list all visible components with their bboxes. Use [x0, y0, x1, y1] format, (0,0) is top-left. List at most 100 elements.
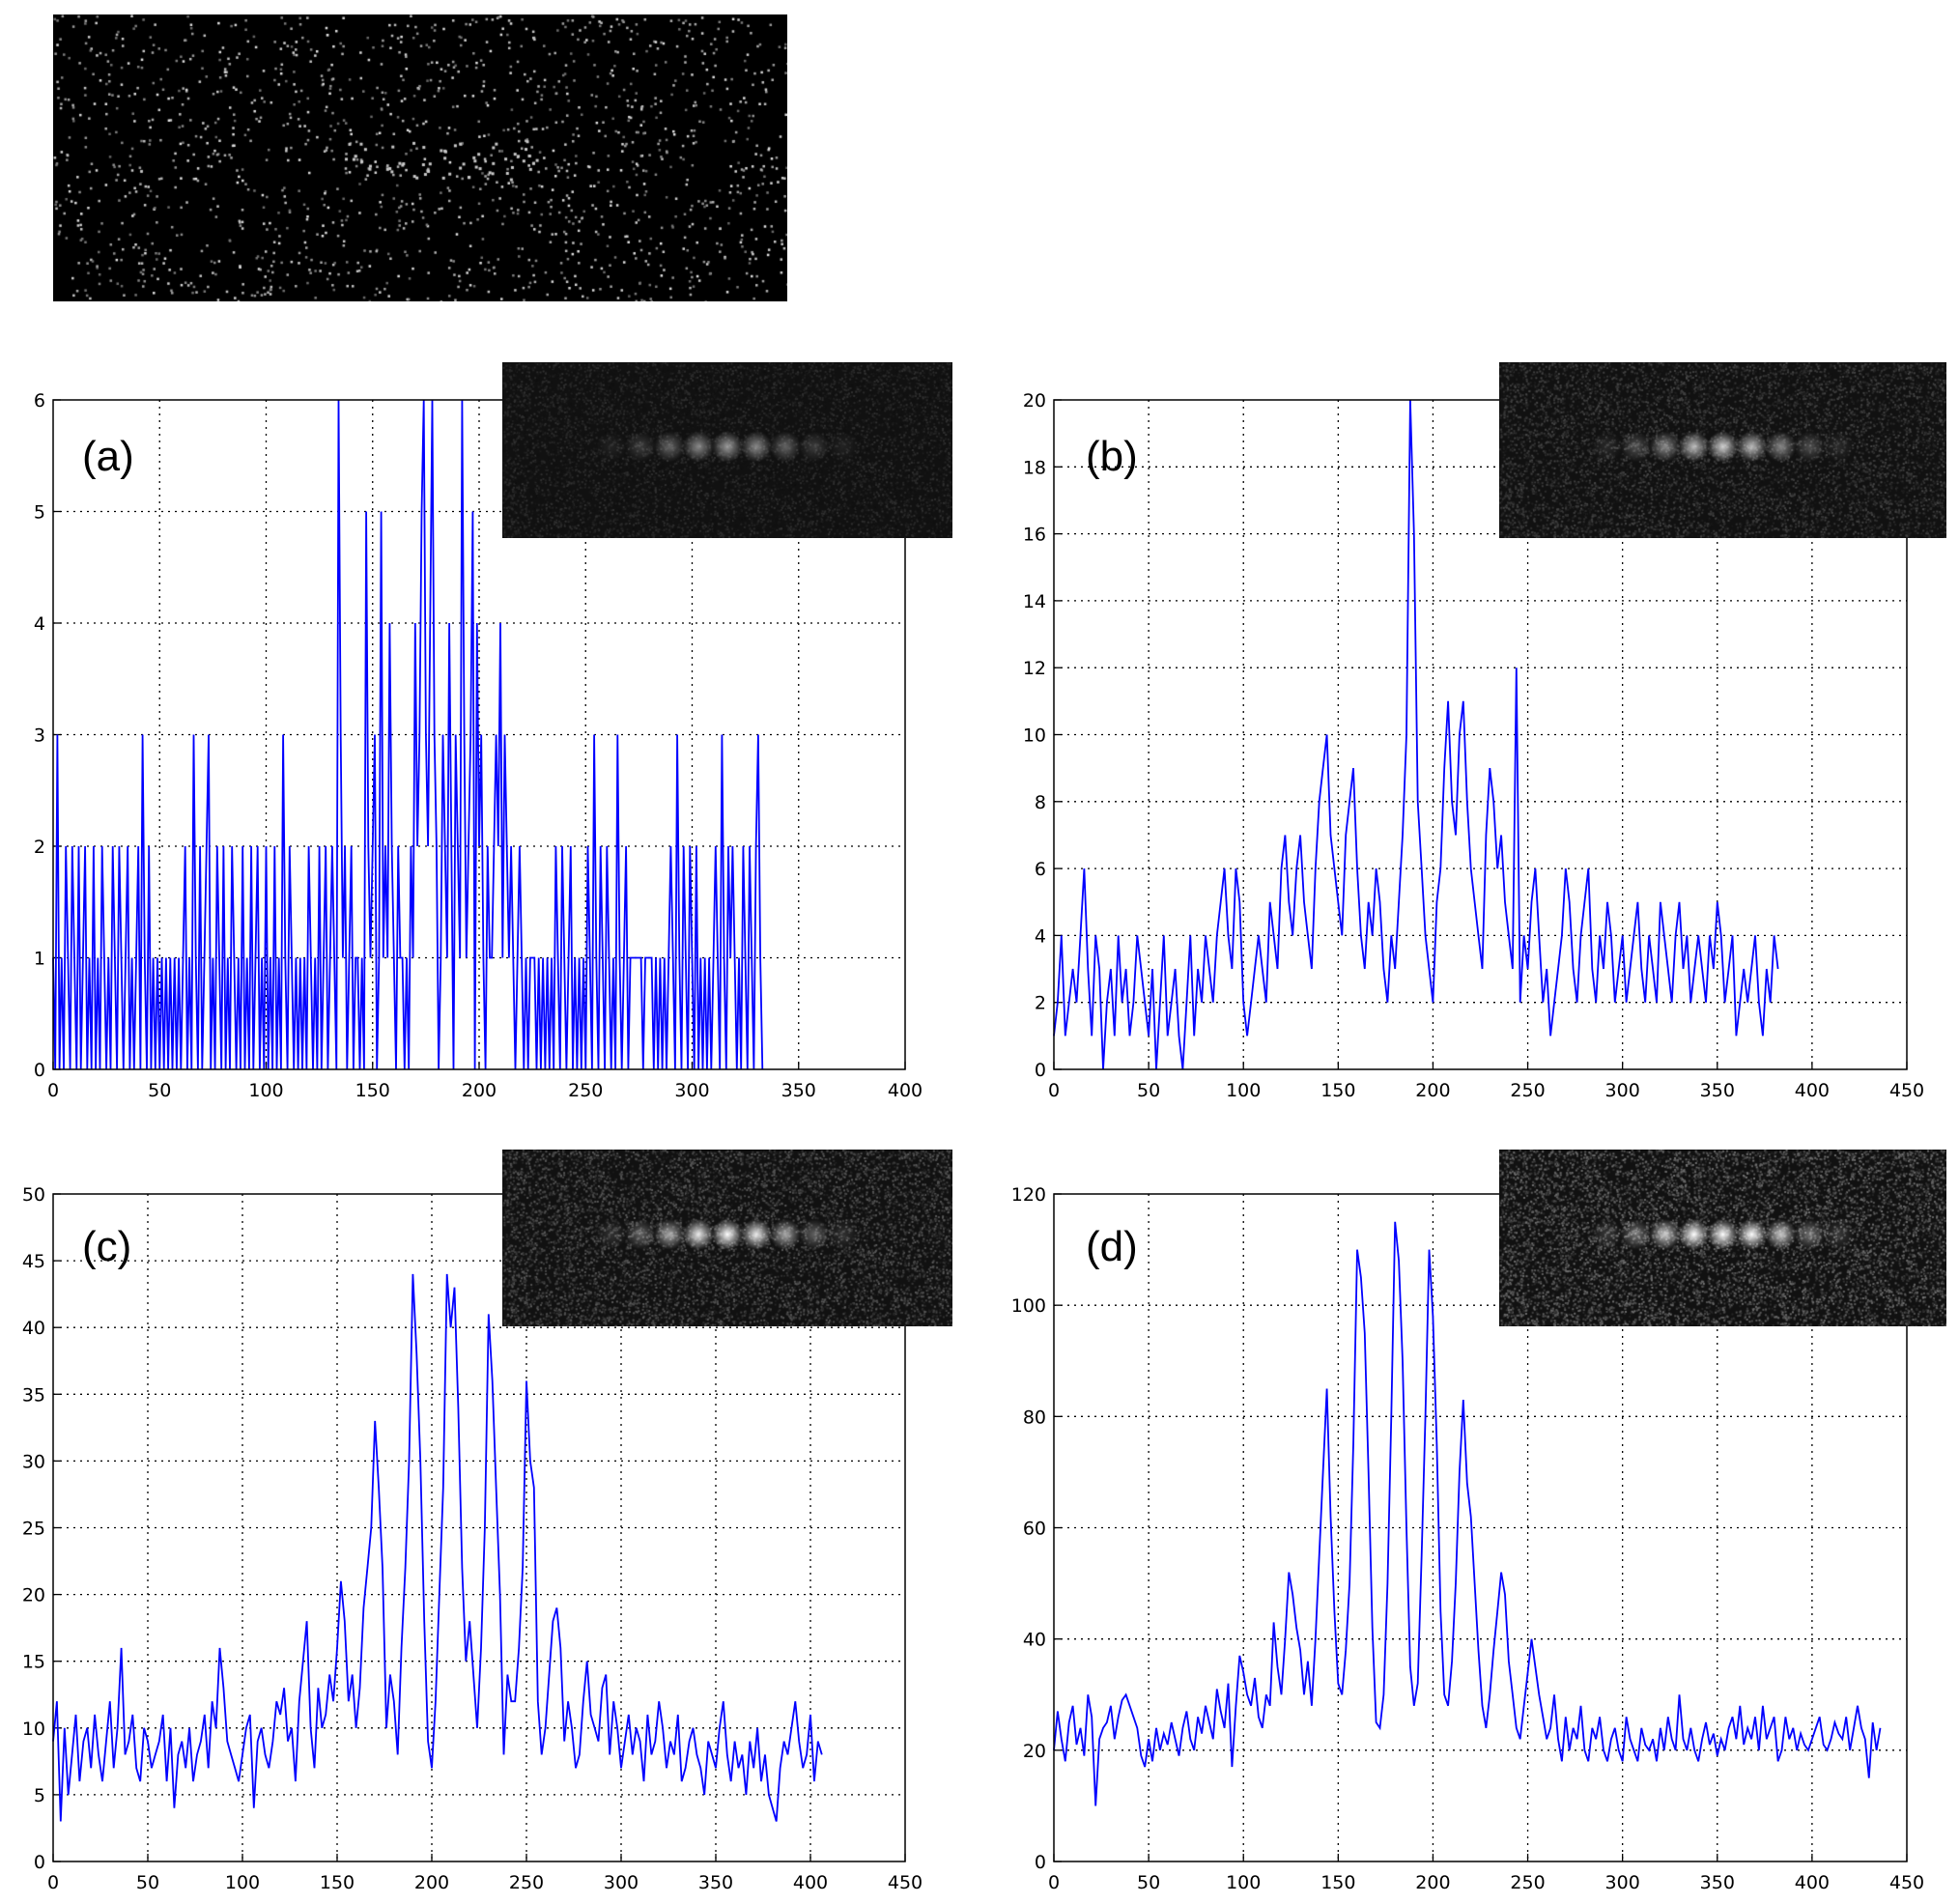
y-tick-label: 18	[1023, 457, 1046, 478]
x-tick-label: 150	[355, 1080, 390, 1101]
y-tick-label: 2	[1035, 993, 1046, 1014]
y-tick-label: 45	[22, 1251, 45, 1272]
x-tick-label: 100	[1226, 1872, 1261, 1893]
y-tick-label: 100	[1011, 1295, 1046, 1317]
x-tick-label: 350	[781, 1080, 816, 1101]
x-tick-label: 100	[225, 1872, 260, 1893]
x-tick-label: 400	[1795, 1872, 1830, 1893]
y-tick-label: 120	[1011, 1184, 1046, 1206]
x-tick-label: 450	[1889, 1872, 1924, 1893]
x-tick-label: 200	[1415, 1080, 1450, 1101]
x-tick-label: 150	[1320, 1080, 1355, 1101]
y-tick-label: 80	[1023, 1407, 1046, 1428]
x-tick-label: 0	[47, 1872, 59, 1893]
x-tick-label: 0	[1048, 1872, 1060, 1893]
x-tick-label: 250	[509, 1872, 544, 1893]
axes-frame	[52, 399, 906, 1070]
y-tick-label: 10	[22, 1719, 45, 1740]
y-tick-label: 40	[1023, 1630, 1046, 1651]
x-tick-label: 100	[1226, 1080, 1261, 1101]
x-tick-label: 150	[1320, 1872, 1355, 1893]
series-line	[52, 1273, 823, 1822]
panel-label: (d)	[1086, 1223, 1138, 1270]
y-tick-label: 20	[22, 1585, 45, 1606]
x-tick-label: 350	[1700, 1080, 1735, 1101]
inset-image-canvas	[502, 362, 952, 538]
y-tick-label: 1	[34, 949, 45, 970]
y-tick-label: 0	[34, 1060, 45, 1081]
y-tick-label: 4	[34, 613, 45, 635]
panel-d: 0 50 100 150 200 250 300 350 400 450 0 20 40 60 80 100 1…	[1011, 1150, 1946, 1893]
x-tick-label: 100	[248, 1080, 283, 1101]
x-tick-label: 450	[888, 1872, 923, 1893]
axes-frame	[52, 1193, 906, 1862]
y-tick-label: 5	[34, 1785, 45, 1806]
y-tick-label: 0	[1035, 1852, 1046, 1873]
x-tick-label: 300	[604, 1872, 639, 1893]
y-tick-label: 10	[1023, 725, 1046, 747]
y-tick-label: 20	[1023, 390, 1046, 412]
inset-image	[1499, 362, 1946, 538]
x-tick-label: 200	[1415, 1872, 1450, 1893]
inset-image	[502, 362, 952, 538]
top-noisy-image	[53, 14, 787, 301]
x-tick-label: 200	[414, 1872, 449, 1893]
y-tick-label: 12	[1023, 658, 1046, 679]
panel-label: (a)	[82, 433, 134, 480]
inset-image	[1499, 1150, 1946, 1326]
axes-frame	[1053, 1193, 1908, 1862]
x-tick-label: 0	[47, 1080, 59, 1101]
inset-image	[502, 1150, 952, 1326]
y-tick-label: 6	[1035, 859, 1046, 880]
series-line	[1053, 399, 1779, 1070]
y-tick-label: 30	[22, 1451, 45, 1472]
y-tick-label: 8	[1035, 792, 1046, 813]
panel-b: 0 50 100 150 200 250 300 350 400 450 0 2 4 6 8 10 12 14 16…	[1023, 362, 1946, 1101]
series-line	[52, 399, 764, 1070]
inset-image-canvas	[1499, 362, 1946, 538]
y-tick-label: 60	[1023, 1519, 1046, 1540]
x-tick-label: 250	[1510, 1080, 1545, 1101]
y-tick-label: 2	[34, 837, 45, 858]
axes-frame	[1053, 399, 1908, 1070]
series-line	[1053, 1221, 1882, 1806]
y-tick-label: 15	[22, 1652, 45, 1673]
x-tick-label: 400	[793, 1872, 828, 1893]
x-tick-label: 300	[1605, 1872, 1640, 1893]
y-tick-label: 16	[1023, 525, 1046, 546]
inset-image-canvas	[502, 1150, 952, 1326]
y-tick-label: 20	[1023, 1741, 1046, 1762]
y-tick-label: 35	[22, 1384, 45, 1406]
x-tick-label: 450	[1889, 1080, 1924, 1101]
x-tick-label: 250	[568, 1080, 603, 1101]
x-tick-label: 400	[1795, 1080, 1830, 1101]
x-tick-label: 400	[888, 1080, 923, 1101]
x-tick-label: 350	[698, 1872, 733, 1893]
y-tick-label: 40	[22, 1318, 45, 1339]
y-tick-label: 3	[34, 725, 45, 747]
y-tick-label: 14	[1023, 591, 1046, 612]
x-tick-label: 50	[1137, 1872, 1160, 1893]
y-tick-label: 0	[1035, 1060, 1046, 1081]
x-tick-label: 50	[1137, 1080, 1160, 1101]
y-tick-label: 25	[22, 1519, 45, 1540]
x-tick-label: 150	[320, 1872, 355, 1893]
x-tick-label: 200	[462, 1080, 497, 1101]
x-tick-label: 350	[1700, 1872, 1735, 1893]
y-tick-label: 50	[22, 1184, 45, 1206]
x-tick-label: 50	[148, 1080, 171, 1101]
y-tick-label: 5	[34, 502, 45, 524]
x-tick-label: 50	[136, 1872, 159, 1893]
y-tick-label: 4	[1035, 925, 1046, 947]
panel-c: 0 50 100 150 200 250 300 350 400 450 0 5 10 15 20 25 30 3…	[22, 1150, 952, 1893]
x-tick-label: 250	[1510, 1872, 1545, 1893]
x-tick-label: 0	[1048, 1080, 1060, 1101]
x-tick-label: 300	[674, 1080, 709, 1101]
panel-a: 0 50 100 150 200 250 300 350 400 0 1 2 3 4 5 6 (a)	[34, 362, 952, 1101]
inset-image-canvas	[1499, 1150, 1946, 1326]
panel-label: (b)	[1086, 433, 1138, 480]
x-tick-label: 300	[1605, 1080, 1640, 1101]
y-tick-label: 0	[34, 1852, 45, 1873]
y-tick-label: 6	[34, 390, 45, 412]
